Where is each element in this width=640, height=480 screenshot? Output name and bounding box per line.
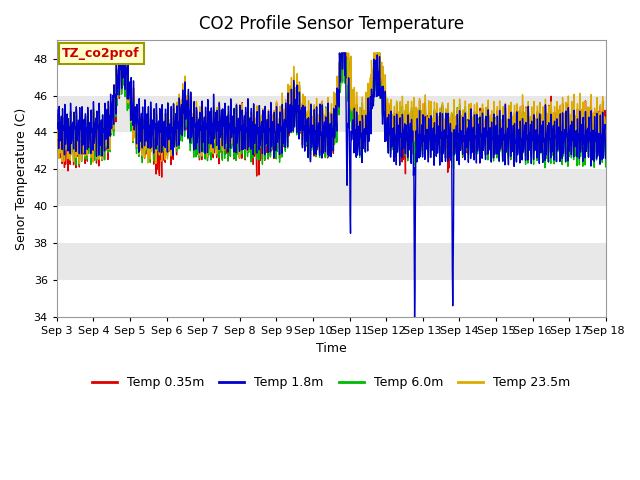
Y-axis label: Senor Temperature (C): Senor Temperature (C) xyxy=(15,108,28,250)
Legend: Temp 0.35m, Temp 1.8m, Temp 6.0m, Temp 23.5m: Temp 0.35m, Temp 1.8m, Temp 6.0m, Temp 2… xyxy=(87,371,575,394)
Bar xyxy=(57,169,605,206)
Bar xyxy=(57,132,605,169)
Bar xyxy=(57,59,605,96)
Bar xyxy=(57,96,605,132)
Bar xyxy=(57,280,605,317)
X-axis label: Time: Time xyxy=(316,342,347,355)
Bar xyxy=(57,243,605,280)
Title: CO2 Profile Sensor Temperature: CO2 Profile Sensor Temperature xyxy=(198,15,464,33)
Text: TZ_co2prof: TZ_co2prof xyxy=(62,47,140,60)
Bar xyxy=(57,206,605,243)
